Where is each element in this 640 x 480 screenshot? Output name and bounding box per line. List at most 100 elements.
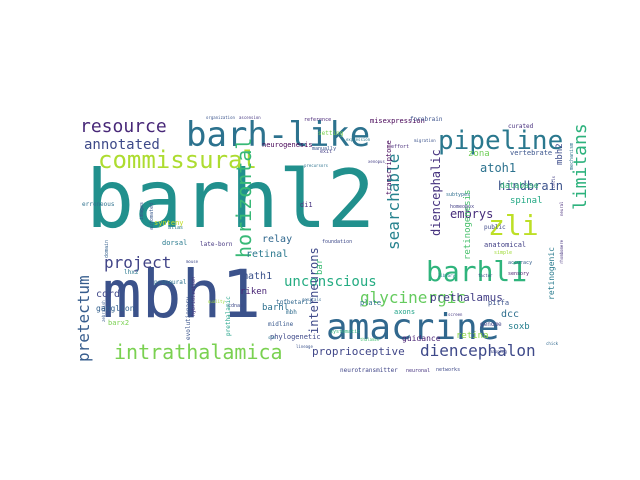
cloud-word: di1: [300, 201, 313, 209]
cloud-word: glycinergic: [360, 288, 466, 307]
cloud-word: setting: [318, 130, 344, 137]
cloud-word: axons: [394, 308, 416, 316]
cloud-word: neurotransmitter: [340, 367, 398, 374]
cloud-word: misexpression: [370, 117, 425, 125]
cloud-word: automated: [149, 202, 155, 230]
cloud-word: screen: [448, 312, 463, 317]
cloud-word: reference: [304, 117, 332, 123]
cloud-word: lhx2: [124, 269, 139, 276]
cloud-word: chick: [546, 341, 559, 346]
cloud-word: barhl2: [86, 153, 375, 246]
cloud-word: forebrain: [410, 116, 443, 123]
cloud-word: soxb: [508, 322, 530, 332]
cloud-word: plate: [360, 299, 382, 307]
cloud-word: networks: [436, 367, 461, 373]
cloud-word: library: [438, 273, 455, 278]
cloud-word: thalamic: [360, 337, 380, 342]
cloud-word: accuracy: [508, 260, 533, 266]
cloud-word: mouse: [186, 259, 199, 264]
cloud-word: commissural: [98, 146, 257, 174]
cloud-word: intrathalamica: [114, 340, 283, 364]
cloud-word: retinogenesis: [463, 189, 473, 260]
cloud-word: mbh: [286, 309, 297, 316]
cloud-word: cdnas: [228, 303, 244, 309]
cloud-word: late-born: [200, 241, 233, 248]
cloud-word: dcc: [501, 309, 520, 320]
cloud-word: organization: [206, 115, 235, 120]
cloud-word: barhl: [262, 303, 290, 313]
cloud-word: synteny: [154, 219, 184, 227]
cloud-word: neural: [559, 201, 564, 216]
cloud-word: diencephalon: [420, 341, 536, 360]
cloud-word: expression: [346, 137, 371, 142]
cloud-word: sensory: [508, 271, 530, 277]
cloud-word: proneural: [154, 279, 187, 286]
cloud-word: database: [500, 181, 539, 190]
cloud-word: hybridization: [191, 276, 197, 316]
cloud-word: precursors: [304, 163, 329, 168]
cloud-word: mechanism: [569, 142, 575, 170]
cloud-word: anatomical: [484, 241, 527, 249]
cloud-word: zli: [488, 209, 539, 242]
cloud-word: images: [139, 201, 145, 220]
cloud-word: amacrine: [326, 307, 500, 348]
cloud-word: rhombomere: [559, 239, 564, 264]
cloud-word: systematic: [330, 329, 361, 335]
cloud-word: neurogenesis: [262, 141, 313, 149]
cloud-word: prethalamus: [430, 291, 503, 304]
cloud-word: barhl1: [426, 255, 528, 288]
cloud-word: math1: [242, 271, 273, 282]
cloud-word: phylogenetic: [270, 333, 321, 341]
cloud-word: tgfbetarii: [276, 299, 313, 306]
cloud-word: simple: [494, 250, 513, 256]
cloud-word: manually: [312, 146, 337, 152]
cloud-word: bar: [315, 258, 325, 275]
cloud-word: retinogenic: [547, 247, 556, 300]
cloud-word: unconscious: [284, 274, 377, 290]
cloud-word: homeobox: [450, 204, 475, 210]
cloud-word: proprioceptive: [312, 345, 405, 358]
cloud-word: factor: [478, 273, 493, 278]
cloud-word: atlas: [168, 225, 184, 231]
cloud-word: pipeline: [438, 126, 564, 156]
cloud-word: genitals: [302, 297, 322, 302]
cloud-word: midline: [268, 321, 294, 328]
cloud-word: quality: [208, 299, 225, 304]
cloud-word: relay: [262, 234, 293, 245]
cloud-word: barx2: [108, 319, 130, 327]
cloud-word: foundation: [322, 239, 353, 245]
cloud-word: atoh1: [480, 161, 517, 175]
cloud-word: exit: [320, 149, 333, 155]
cloud-word: zona: [468, 149, 490, 159]
cloud-word: diencephalic: [429, 149, 443, 236]
cloud-word: pretectum: [74, 275, 93, 362]
cloud-word: migration: [414, 138, 436, 143]
cloud-word: retinal: [246, 249, 289, 260]
cloud-word: horizontal: [232, 137, 256, 258]
cloud-word: curated: [508, 123, 534, 130]
cloud-word: annotated: [84, 137, 160, 153]
cloud-word: hindbrain: [498, 179, 564, 193]
cloud-word: ganglion: [96, 304, 135, 313]
cloud-word: riken: [240, 287, 268, 297]
cloud-word: shh: [268, 335, 276, 340]
cloud-word: public: [484, 224, 506, 231]
cloud-word: cells: [551, 175, 556, 188]
cloud-word: cord: [96, 289, 121, 300]
cloud-word: domain: [104, 239, 110, 258]
cloud-word: subtypes: [446, 192, 471, 198]
cloud-word: ascension: [239, 115, 261, 120]
cloud-word: retina: [456, 331, 489, 341]
cloud-word: guidance: [402, 334, 441, 343]
cloud-word: neuronal: [406, 368, 431, 374]
cloud-word: project: [104, 253, 172, 272]
cloud-word: genome: [480, 321, 502, 328]
cloud-word: mbh2: [555, 143, 565, 165]
cloud-word: mbh1: [102, 256, 261, 333]
cloud-word: barh-like: [186, 115, 371, 155]
cloud-word: resource: [80, 116, 167, 137]
cloud-word: erroneous: [82, 201, 115, 208]
cloud-word: xenopus: [368, 159, 385, 164]
cloud-word: embrys: [450, 207, 494, 221]
